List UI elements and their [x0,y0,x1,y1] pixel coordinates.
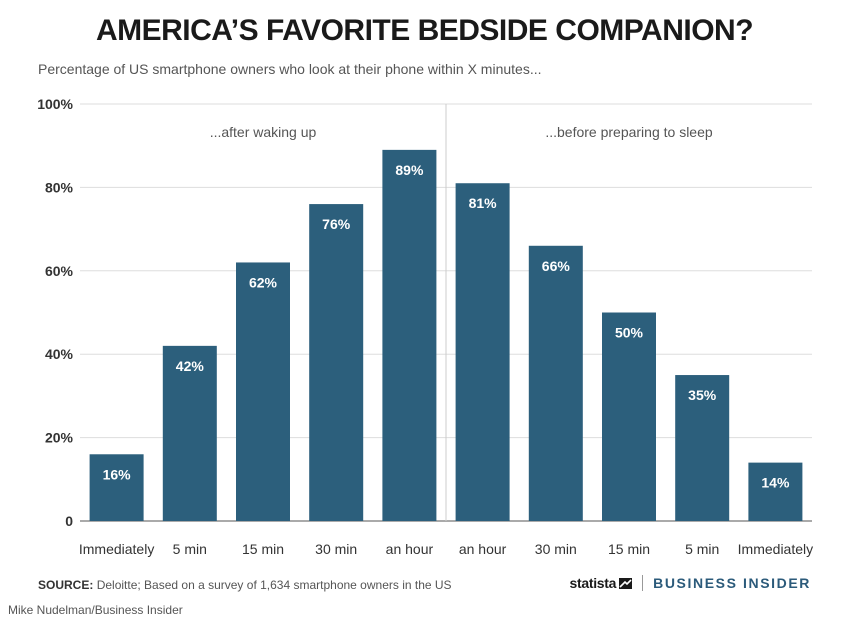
y-tick-label: 80% [45,179,74,195]
x-tick-label: Immediately [79,541,154,557]
bar [162,345,217,521]
bar [236,262,290,521]
bar [528,245,583,521]
brand-divider [642,575,644,591]
brand-footer: statista BUSINESS INSIDER [570,575,811,591]
statista-mark-icon [619,577,633,589]
x-tick-label: 15 min [608,541,650,557]
bar [602,312,656,521]
image-credit: Mike Nudelman/Business Insider [8,603,183,617]
chart-subtitle: Percentage of US smartphone owners who l… [38,61,542,77]
bar-value-label: 66% [542,258,571,274]
x-tick-label: an hour [459,541,507,557]
y-tick-label: 40% [45,346,74,362]
bar-value-label: 89% [395,162,424,178]
group-label: ...before preparing to sleep [545,124,713,140]
x-tick-label: Immediately [738,541,813,557]
y-tick-label: 0 [65,513,73,529]
x-tick-label: 5 min [173,541,207,557]
statista-logo: statista [569,575,617,591]
business-insider-logo: BUSINESS INSIDER [653,575,811,591]
bar-value-label: 35% [688,387,717,403]
bar [382,149,437,521]
x-tick-label: 15 min [242,541,284,557]
x-tick-label: 5 min [685,541,719,557]
source-label: SOURCE: [38,578,94,592]
bar [455,183,510,522]
y-tick-label: 20% [45,430,74,446]
group-label: ...after waking up [210,124,317,140]
bar-value-label: 16% [103,466,132,482]
bar [89,454,144,521]
source-note: SOURCE: Deloitte; Based on a survey of 1… [38,578,452,592]
bar-value-label: 76% [322,216,351,232]
source-text: Deloitte; Based on a survey of 1,634 sma… [96,578,452,592]
bar-value-label: 62% [249,274,278,290]
chart-title: AMERICA’S FAVORITE BEDSIDE COMPANION? [95,14,754,47]
bar-value-label: 81% [469,195,498,211]
bar-value-label: 50% [615,325,644,341]
x-tick-label: an hour [386,541,434,557]
bar-value-label: 14% [761,475,790,491]
bar-value-label: 42% [176,358,205,374]
y-tick-label: 60% [45,263,74,279]
y-tick-label: 100% [37,96,73,112]
x-tick-label: 30 min [535,541,577,557]
x-tick-label: 30 min [315,541,357,557]
bar [748,462,803,521]
bar [309,204,364,521]
bar-chart: 0 20% 40% 60% 80% 100% ...after waking up ...be… [37,96,813,557]
bar [675,375,730,521]
